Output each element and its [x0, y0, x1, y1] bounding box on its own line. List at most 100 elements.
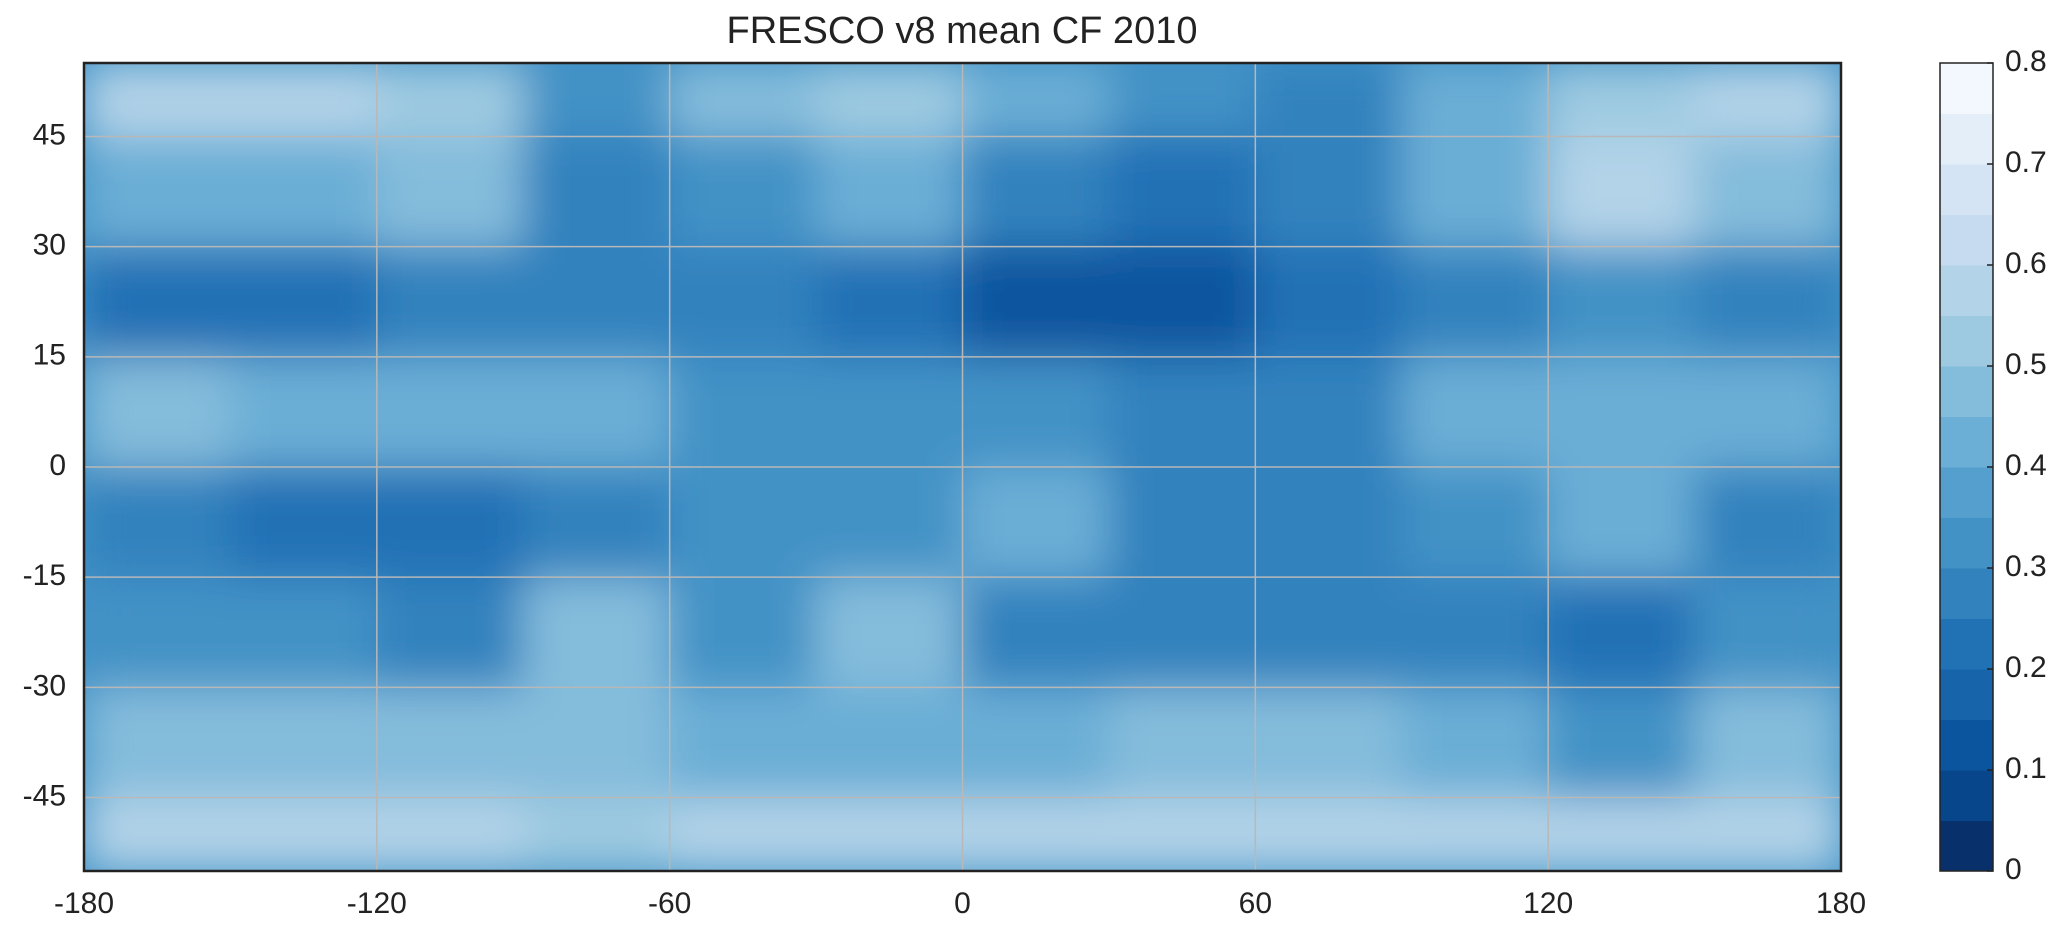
map-cell [84, 356, 231, 468]
colorbar-tick-label: 0.1 [2005, 752, 2047, 785]
colorbar-swatch [1940, 164, 1993, 215]
map-cell [1254, 135, 1403, 248]
map-cell [962, 63, 1110, 137]
x-tick-label: 0 [954, 887, 971, 920]
map-cell [815, 356, 963, 468]
colorbar-swatch [1940, 113, 1993, 165]
colorbar-tick-label: 0.4 [2005, 449, 2047, 482]
map-cell [1694, 576, 1841, 688]
x-tick-label: -180 [54, 887, 114, 920]
map-cell [376, 797, 524, 871]
map-cell [1694, 246, 1841, 358]
map-cell [1254, 686, 1403, 799]
map-cell [1401, 466, 1549, 578]
map-cell [1694, 466, 1841, 578]
map-cell [522, 466, 671, 578]
colorbar-swatch [1940, 315, 1993, 367]
map-field [84, 63, 1841, 871]
map-cell [669, 466, 817, 578]
colorbar-swatch [1940, 618, 1993, 670]
map-cell [84, 246, 231, 358]
map-cell [1254, 576, 1403, 688]
colorbar-swatch [1940, 63, 1993, 114]
map-cell [962, 356, 1110, 468]
map-cell [229, 356, 378, 468]
y-tick-label: 0 [49, 449, 66, 482]
map-cell [1401, 356, 1549, 468]
y-tick-label: -15 [23, 559, 66, 592]
map-cell [815, 63, 963, 137]
map-cell [1254, 466, 1403, 578]
map-cell [376, 135, 524, 248]
axes: -180 -120 -60 0 60 120 180 -45 -30 -15 0 15 30 45 [23, 63, 1866, 920]
map-cell [1547, 63, 1696, 137]
map-cell [229, 135, 378, 248]
map-cell [84, 135, 231, 248]
map-cell [1254, 63, 1403, 137]
map-cell [962, 135, 1110, 248]
y-tick-label: 45 [33, 118, 66, 151]
colorbar: 0 0.1 0.2 0.3 0.4 0.5 0.6 0.7 0.8 [1939, 45, 2047, 886]
map-cell [1108, 576, 1256, 688]
map-cell [962, 246, 1110, 358]
y-tick-label: 30 [33, 229, 66, 262]
map-cell [1401, 246, 1549, 358]
colorbar-tick-label: 0.6 [2005, 247, 2047, 280]
map-cell [1547, 466, 1696, 578]
colorbar-swatch [1940, 517, 1993, 569]
map-cell [229, 686, 378, 799]
map-cell [522, 356, 671, 468]
map-cell [1254, 246, 1403, 358]
map-cell [1694, 356, 1841, 468]
map-cell [1694, 135, 1841, 248]
map-cell [962, 576, 1110, 688]
map-cell [669, 63, 817, 137]
map-cell [376, 686, 524, 799]
map-cell [815, 246, 963, 358]
colorbar-swatch [1940, 467, 1993, 518]
map-cell [229, 63, 378, 137]
map-cell [669, 576, 817, 688]
map-cell [1547, 135, 1696, 248]
map-cell [1694, 686, 1841, 799]
map-cell [522, 63, 671, 137]
map-cell [669, 797, 817, 871]
x-tick-label: -60 [648, 887, 691, 920]
map-cell [815, 576, 963, 688]
map-cell [1694, 63, 1841, 137]
map-cell [1547, 686, 1696, 799]
map-cell [669, 135, 817, 248]
map-cell [1401, 135, 1549, 248]
map-cell [1108, 246, 1256, 358]
map-cell [1108, 63, 1256, 137]
map-cell [229, 246, 378, 358]
map-cell [962, 797, 1110, 871]
map-cell [1108, 797, 1256, 871]
colorbar-swatch [1940, 820, 1993, 872]
x-tick-label: 180 [1816, 887, 1866, 920]
colorbar-swatch [1940, 568, 1993, 619]
plot-frame [82, 61, 1843, 873]
map-cell [815, 466, 963, 578]
map-cell [1401, 63, 1549, 137]
map-cell [815, 797, 963, 871]
map-cell [376, 63, 524, 137]
map-cell [669, 246, 817, 358]
map-cell [229, 466, 378, 578]
colorbar-swatch [1940, 719, 1993, 771]
map-cell [1254, 356, 1403, 468]
map-cell [815, 135, 963, 248]
map-cell [522, 246, 671, 358]
colorbar-tick-label: 0 [2005, 853, 2022, 886]
map-cell [1254, 797, 1403, 871]
x-tick-label: 60 [1239, 887, 1272, 920]
map-cell [229, 797, 378, 871]
map-cell [962, 686, 1110, 799]
map-cell [522, 797, 671, 871]
colorbar-swatch [1940, 416, 1993, 468]
map-cell [1401, 797, 1549, 871]
map-cell [84, 63, 231, 137]
map-cell [669, 686, 817, 799]
colorbar-tick-label: 0.5 [2005, 348, 2047, 381]
